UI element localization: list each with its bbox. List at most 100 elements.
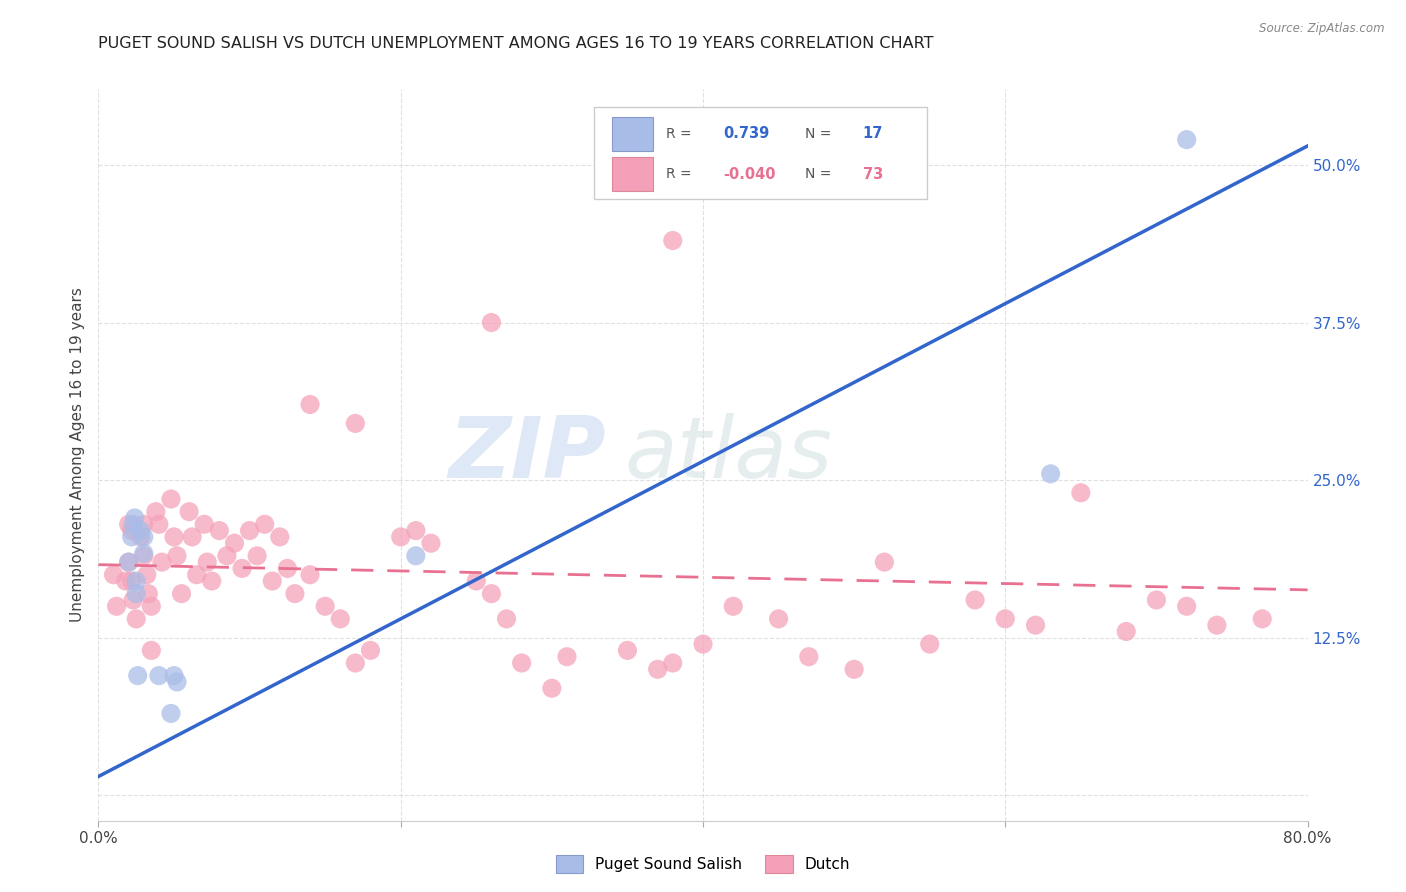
Point [495,612,517,626]
Point [797,649,820,664]
Point [121,524,143,538]
Point [616,643,638,657]
Text: R =: R = [665,167,696,181]
Point [314,599,336,614]
Point [163,668,186,682]
Point [360,643,382,657]
Point [723,599,745,614]
Point [215,549,238,563]
Text: N =: N = [804,167,835,181]
Point [148,517,170,532]
Point [160,491,183,506]
Legend: Puget Sound Salish, Dutch: Puget Sound Salish, Dutch [550,849,856,879]
Point [662,234,685,248]
Point [299,567,322,582]
Point [166,674,188,689]
Point [186,567,208,582]
Point [1206,618,1229,632]
Point [118,517,141,532]
Point [141,643,163,657]
Point [1251,612,1274,626]
Point [124,511,146,525]
Point [135,567,157,582]
Point [132,546,155,560]
Text: ZIP: ZIP [449,413,606,497]
Point [299,397,322,411]
Point [1115,624,1137,639]
Point [1175,599,1198,614]
Text: PUGET SOUND SALISH VS DUTCH UNEMPLOYMENT AMONG AGES 16 TO 19 YEARS CORRELATION C: PUGET SOUND SALISH VS DUTCH UNEMPLOYMENT… [98,36,934,51]
Text: 0.739: 0.739 [724,127,770,141]
Text: atlas: atlas [624,413,832,497]
Point [965,593,987,607]
Text: R =: R = [665,127,696,141]
Point [150,555,173,569]
Point [231,561,253,575]
Point [1144,593,1167,607]
Point [127,668,149,682]
Point [481,316,503,330]
Y-axis label: Unemployment Among Ages 16 to 19 years: Unemployment Among Ages 16 to 19 years [70,287,86,623]
Point [329,612,352,626]
Point [179,505,201,519]
Point [195,555,218,569]
Point [918,637,941,651]
Point [129,524,152,538]
Point [125,587,148,601]
Point [246,549,269,563]
Point [121,530,143,544]
Point [481,587,503,601]
Point [1039,467,1062,481]
Point [262,574,284,588]
Point [344,417,367,431]
Text: 17: 17 [863,127,883,141]
Point [239,524,262,538]
Point [129,530,152,544]
Point [253,517,276,532]
Point [193,517,215,532]
Point [389,530,412,544]
Point [540,681,562,696]
Point [1070,485,1092,500]
FancyBboxPatch shape [595,108,927,199]
Point [166,549,188,563]
Point [160,706,183,721]
Point [647,662,669,676]
Point [405,524,427,538]
Point [148,668,170,682]
Point [269,530,291,544]
FancyBboxPatch shape [613,117,654,151]
Point [122,593,145,607]
FancyBboxPatch shape [613,157,654,191]
Text: N =: N = [804,127,835,141]
Point [420,536,443,550]
Text: 73: 73 [863,167,883,182]
Text: Source: ZipAtlas.com: Source: ZipAtlas.com [1260,22,1385,36]
Text: -0.040: -0.040 [724,167,776,182]
Point [118,555,141,569]
Point [105,599,128,614]
Point [405,549,427,563]
Point [132,517,155,532]
Point [224,536,246,550]
Point [692,637,714,651]
Point [141,599,163,614]
Point [114,574,136,588]
Point [768,612,790,626]
Point [555,649,578,664]
Point [465,574,488,588]
Point [510,656,533,670]
Point [873,555,896,569]
Point [276,561,298,575]
Point [118,555,141,569]
Point [132,530,155,544]
Point [1175,133,1198,147]
Point [122,517,145,532]
Point [201,574,224,588]
Point [662,656,685,670]
Point [170,587,193,601]
Point [181,530,204,544]
Point [132,549,155,563]
Point [125,574,148,588]
Point [163,530,186,544]
